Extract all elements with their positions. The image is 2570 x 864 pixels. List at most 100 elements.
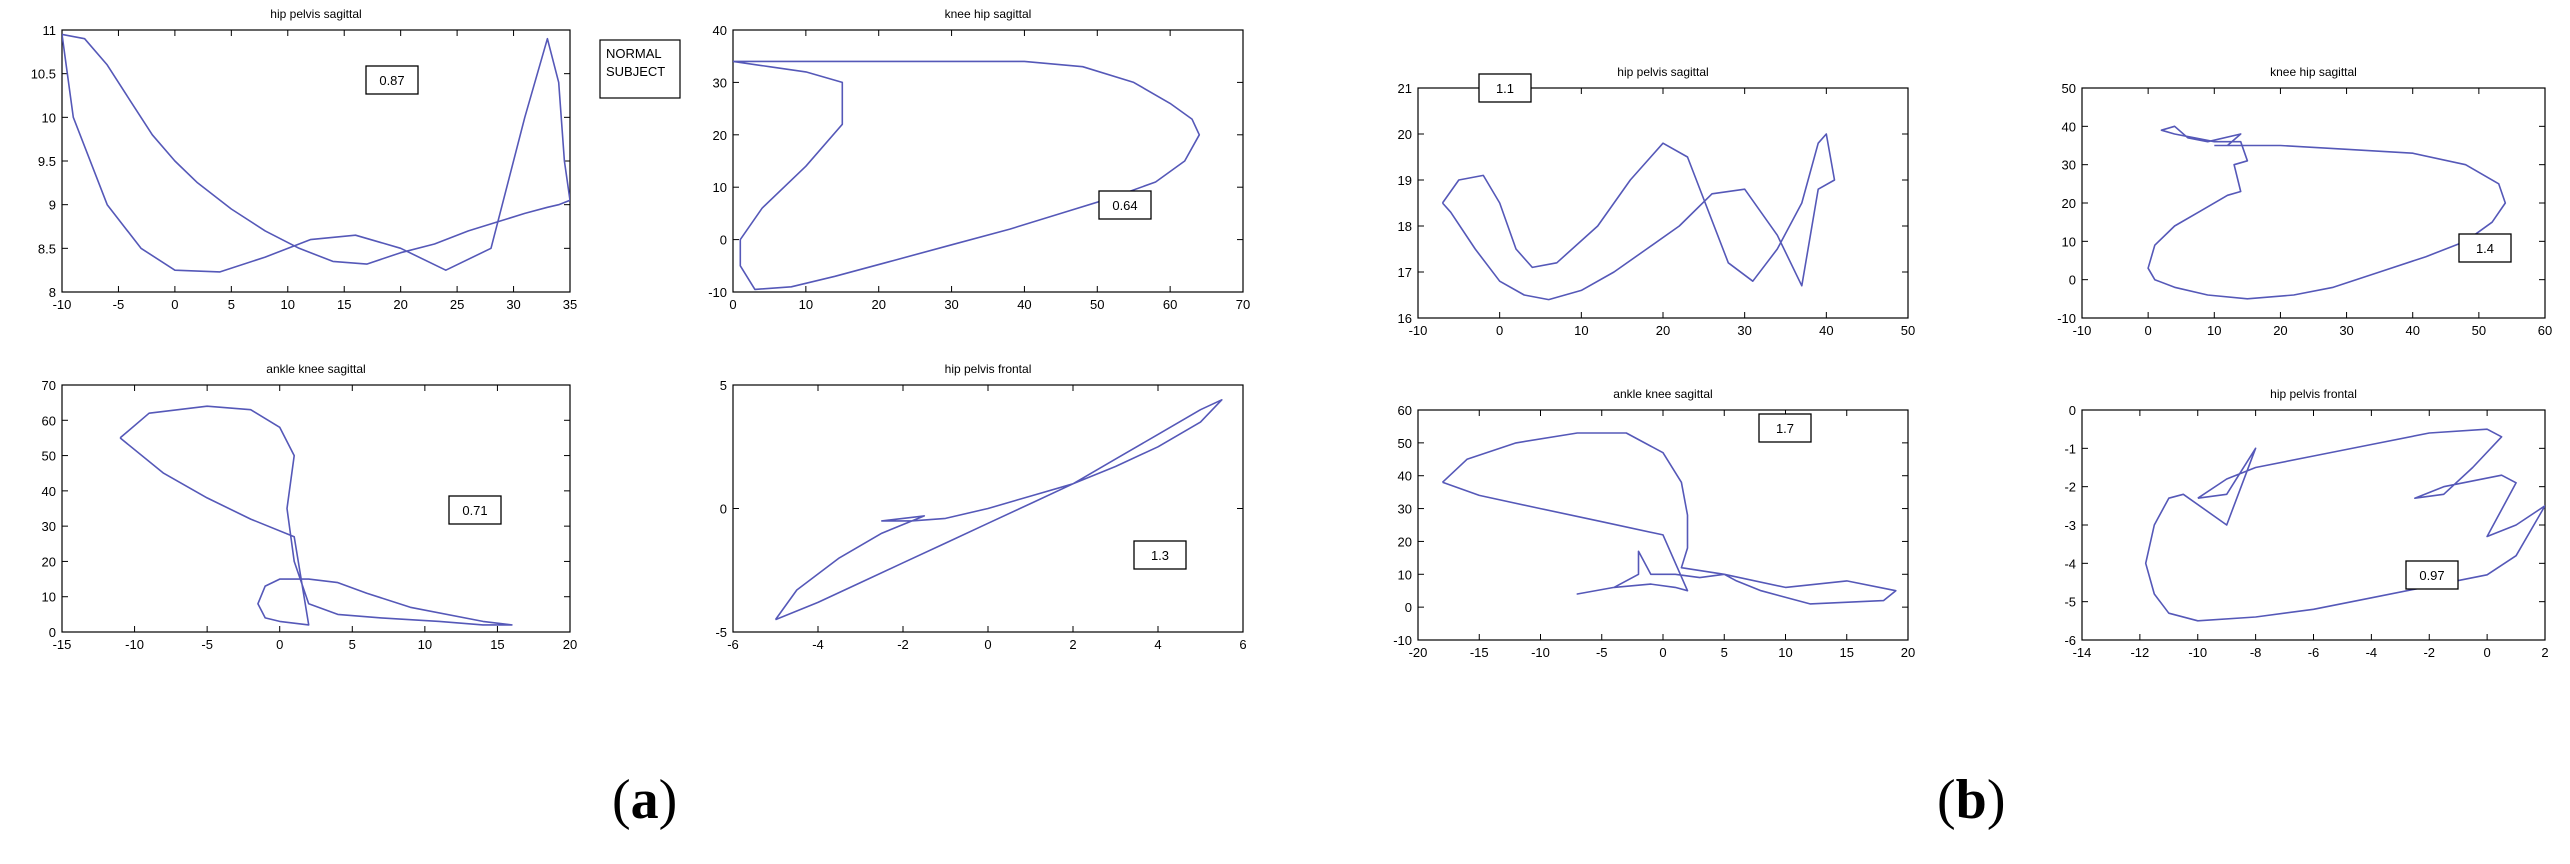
x-tick-label: 10 <box>418 637 432 652</box>
x-tick-label: 20 <box>393 297 407 312</box>
x-tick-label: 20 <box>2273 323 2287 338</box>
y-tick-label: 17 <box>1398 265 1412 280</box>
y-tick-label: 10 <box>2062 234 2076 249</box>
x-tick-label: -10 <box>1531 645 1550 660</box>
panel-b-label-open: ( <box>1937 769 1956 831</box>
y-tick-label: 40 <box>713 23 727 38</box>
chart-title: hip pelvis sagittal <box>270 7 361 21</box>
y-tick-label: 0 <box>720 233 727 248</box>
annotation-value: 1.1 <box>1496 81 1514 96</box>
chart-b-knee-hip-sagittal: knee hip sagittal -10 0 10 20 30 40 50 60 -10 0 10 2… <box>2057 65 2552 338</box>
y-tick-label: 0 <box>2069 273 2076 288</box>
y-tick-label: 50 <box>1398 436 1412 451</box>
y-tick-label: 10 <box>1398 567 1412 582</box>
x-tick-label: 15 <box>1840 645 1854 660</box>
panel-a-label-letter: a <box>630 769 659 831</box>
x-tick-label: 10 <box>1778 645 1792 660</box>
x-tick-label: 0 <box>1659 645 1666 660</box>
plot-frame <box>2081 87 2546 319</box>
y-tick-label: -5 <box>2064 595 2076 610</box>
y-tick-label: 8.5 <box>38 241 56 256</box>
x-tick-label: -5 <box>1596 645 1608 660</box>
plot-frame <box>1417 409 1909 641</box>
x-tick-label: 40 <box>1819 323 1833 338</box>
y-tick-label: 30 <box>1398 502 1412 517</box>
y-tick-label: 70 <box>42 378 56 393</box>
x-tick-label: 40 <box>1017 297 1031 312</box>
y-tick-label: 0 <box>1405 600 1412 615</box>
x-tick-label: -2 <box>2423 645 2435 660</box>
y-tick-label: 9 <box>49 198 56 213</box>
x-tick-label: 0 <box>276 637 283 652</box>
y-tick-label: -6 <box>2064 633 2076 648</box>
normal-subject-line-1: NORMAL <box>606 46 662 61</box>
y-tick-label: -10 <box>2057 311 2076 326</box>
x-tick-label: 5 <box>1721 645 1728 660</box>
y-tick-label: 11 <box>43 23 57 38</box>
x-tick-label: 4 <box>1154 637 1161 652</box>
plot-frame <box>1417 87 1909 319</box>
y-tick-label: 16 <box>1398 311 1412 326</box>
chart-title: ankle knee sagittal <box>1613 387 1712 401</box>
x-tick-label: -4 <box>812 637 824 652</box>
plot-frame <box>61 29 571 293</box>
x-tick-label: 60 <box>1163 297 1177 312</box>
data-series-line <box>2147 125 2507 300</box>
y-tick-label: 20 <box>42 554 56 569</box>
x-tick-label: 2 <box>1069 637 1076 652</box>
chart-a-ankle-knee-sagittal: ankle knee sagittal -15 -10 -5 0 5 10 15 20 0 10 20… <box>42 362 578 652</box>
x-tick-label: 20 <box>1656 323 1670 338</box>
x-tick-label: 0 <box>171 297 178 312</box>
y-tick-label: 18 <box>1398 219 1412 234</box>
chart-b-hip-pelvis-sagittal: hip pelvis sagittal -10 0 10 20 30 40 50 16 17 18 1… <box>1398 65 1916 338</box>
annotation-box <box>1098 190 1152 220</box>
y-tick-label: 21 <box>1398 81 1412 96</box>
x-tick-label: 60 <box>2538 323 2552 338</box>
x-tick-label: -5 <box>113 297 125 312</box>
y-tick-label: -5 <box>715 625 727 640</box>
x-tick-label: 35 <box>563 297 577 312</box>
y-tick-label: 0 <box>720 502 727 517</box>
y-tick-label: 30 <box>2062 158 2076 173</box>
chart-title: knee hip sagittal <box>945 7 1032 21</box>
chart-title: ankle knee sagittal <box>266 362 365 376</box>
y-tick-label: 20 <box>2062 196 2076 211</box>
y-tick-label: 8 <box>49 285 56 300</box>
y-tick-label: 60 <box>42 413 56 428</box>
x-tick-label: 20 <box>871 297 885 312</box>
x-tick-label: 15 <box>490 637 504 652</box>
y-tick-label: 30 <box>42 519 56 534</box>
charts-layer: hip pelvis sagittal-10 -5 0 5 10 15 20 25 30 3588… <box>31 7 2553 660</box>
y-tick-label: 40 <box>42 484 56 499</box>
y-tick-label: -10 <box>1393 633 1412 648</box>
normal-subject-line-2: SUBJECT <box>606 64 665 79</box>
x-tick-label: 25 <box>450 297 464 312</box>
y-tick-label: 10 <box>713 180 727 195</box>
data-series-line <box>1441 432 1897 605</box>
y-tick-label: 9.5 <box>38 154 56 169</box>
x-tick-label: 10 <box>281 297 295 312</box>
x-tick-label: -20 <box>1409 645 1428 660</box>
y-tick-label: 20 <box>1398 534 1412 549</box>
data-series-line <box>774 398 1223 621</box>
y-tick-label: 19 <box>1398 173 1412 188</box>
data-series-line <box>119 405 513 626</box>
y-tick-label: 10 <box>42 590 56 605</box>
y-tick-label: 5 <box>720 378 727 393</box>
x-tick-label: 10 <box>2207 323 2221 338</box>
chart-b-hip-pelvis-frontal: hip pelvis frontal-14 -12 -10 -8 -6 -4 -2 0 2-6-… <box>2064 387 2548 660</box>
x-tick-label: 10 <box>1574 323 1588 338</box>
x-tick-label: -10 <box>53 297 72 312</box>
y-tick-label: 20 <box>1398 127 1412 142</box>
y-tick-label: 50 <box>42 449 56 464</box>
y-tick-label: 60 <box>1398 403 1412 418</box>
annotation-box <box>2405 560 2459 590</box>
chart-a-hip-pelvis-frontal: hip pelvis frontal -6 -4 -2 0 2 4 6 -5 0 5 1.3 <box>715 362 1246 652</box>
x-tick-label: -15 <box>1470 645 1489 660</box>
annotation-box <box>1478 73 1532 103</box>
y-tick-label: 30 <box>713 75 727 90</box>
x-tick-label: 20 <box>1901 645 1915 660</box>
chart-title: hip pelvis frontal <box>945 362 1032 376</box>
chart-a-hip-pelvis-sagittal: hip pelvis sagittal -10 -5 0 5 10 15 20 25 30 35 8 8… <box>31 7 578 312</box>
x-tick-label: 15 <box>337 297 351 312</box>
